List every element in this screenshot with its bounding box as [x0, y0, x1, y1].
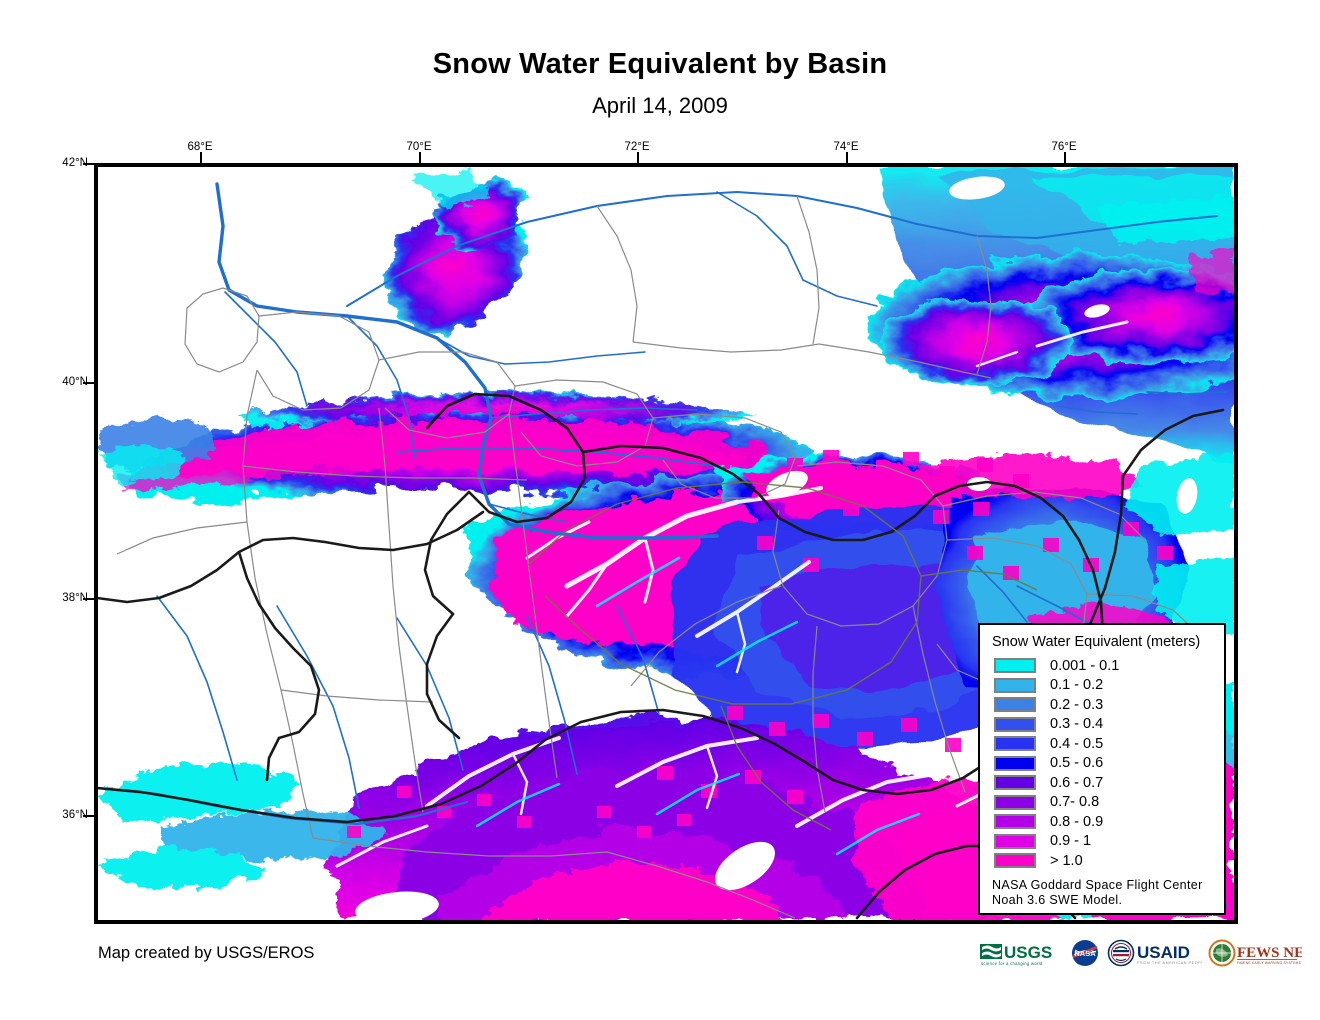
valley-network-cyan: [475, 556, 921, 856]
axis-label-lat-40: 40°N: [62, 376, 88, 388]
legend-item: 0.5 - 0.6: [990, 754, 1214, 774]
basin-boundaries-layer: [116, 195, 1210, 919]
svg-text:FAMINE EARLY WARNING SYSTEMS N: FAMINE EARLY WARNING SYSTEMS NETWORK: [1237, 961, 1302, 965]
map-legend: Snow Water Equivalent (meters) 0.001 - 0…: [978, 623, 1226, 915]
axis-tick-lat-36: [83, 815, 94, 817]
legend-swatch-0: [994, 658, 1036, 674]
fewsnet-logo: FEWS NET FAMINE EARLY WARNING SYSTEMS NE…: [1208, 938, 1302, 968]
axis-label-lat-36: 36°N: [62, 809, 88, 821]
lake-issyk-kul: [949, 176, 1005, 200]
svg-text:science for a changing world: science for a changing world: [981, 961, 1043, 966]
axis-tick-lon-76: [1064, 152, 1066, 163]
svg-text:USGS: USGS: [1004, 943, 1052, 962]
page-subtitle: April 14, 2009: [592, 93, 728, 118]
highlight-basin-outline: [526, 481, 1038, 831]
axis-label-lat-42: 42°N: [62, 157, 88, 169]
axis-tick-lon-70: [419, 152, 421, 163]
legend-swatch-9: [994, 833, 1036, 849]
legend-item: 0.001 - 0.1: [990, 656, 1214, 676]
legend-label-9: 0.9 - 1: [1050, 833, 1092, 850]
axis-tick-lon-68: [200, 152, 202, 163]
legend-swatch-4: [994, 736, 1036, 752]
map-credit: Map created by USGS/EROS: [98, 944, 315, 962]
usaid-logo: USAID FROM THE AMERICAN PEOPLE: [1106, 938, 1202, 968]
legend-swatch-7: [994, 794, 1036, 810]
legend-item: 0.1 - 0.2: [990, 676, 1214, 696]
page-title: Snow Water Equivalent by Basin: [432, 48, 888, 80]
legend-item: 0.6 - 0.7: [990, 773, 1214, 793]
lake-small-ne: [1084, 304, 1110, 318]
legend-swatch-5: [994, 755, 1036, 771]
agency-logo-bar: USGS science for a changing world NASA U…: [978, 936, 1302, 970]
legend-label-3: 0.3 - 0.4: [1050, 716, 1104, 733]
legend-swatch-10: [994, 853, 1036, 869]
legend-label-1: 0.1 - 0.2: [1050, 677, 1104, 694]
axis-label-lon-74: 74°E: [833, 141, 859, 153]
axis-tick-lon-74: [846, 152, 848, 163]
legend-item: 0.2 - 0.3: [990, 695, 1214, 715]
nasa-logo: NASA: [1070, 938, 1100, 968]
model-grid-pixels: [347, 450, 1173, 838]
legend-title: Snow Water Equivalent (meters): [992, 634, 1201, 650]
svg-text:FEWS NET: FEWS NET: [1237, 945, 1302, 961]
legend-item: > 1.0: [990, 851, 1214, 871]
legend-label-8: 0.8 - 0.9: [1050, 813, 1104, 830]
legend-swatch-8: [994, 814, 1036, 830]
legend-item: 0.4 - 0.5: [990, 734, 1214, 754]
legend-item: 0.3 - 0.4: [990, 715, 1214, 735]
svg-text:NASA: NASA: [1074, 949, 1096, 958]
legend-label-10: > 1.0: [1050, 852, 1083, 869]
legend-source-line1: NASA Goddard Space Flight Center: [992, 877, 1203, 892]
svg-text:USAID: USAID: [1137, 943, 1190, 962]
legend-label-7: 0.7- 0.8: [1050, 794, 1100, 811]
axis-label-lon-76: 76°E: [1051, 141, 1077, 153]
legend-label-6: 0.6 - 0.7: [1050, 774, 1104, 791]
legend-label-0: 0.001 - 0.1: [1050, 657, 1120, 674]
river-amu-darya: [215, 182, 719, 540]
svg-text:FROM THE AMERICAN PEOPLE: FROM THE AMERICAN PEOPLE: [1137, 961, 1202, 965]
legend-swatch-1: [994, 677, 1036, 693]
legend-label-2: 0.2 - 0.3: [1050, 696, 1104, 713]
legend-item: 0.7- 0.8: [990, 793, 1214, 813]
legend-item: 0.9 - 1: [990, 832, 1214, 852]
axis-label-lon-68: 68°E: [187, 141, 213, 153]
axis-tick-lat-40: [83, 382, 94, 384]
legend-swatch-2: [994, 697, 1036, 713]
axis-tick-lat-42: [83, 163, 94, 165]
axis-tick-lat-38: [83, 598, 94, 600]
axis-tick-lon-72: [637, 152, 639, 163]
legend-source: NASA Goddard Space Flight Center Noah 3.…: [992, 878, 1214, 908]
legend-label-5: 0.5 - 0.6: [1050, 755, 1104, 772]
legend-source-line2: Noah 3.6 SWE Model.: [992, 892, 1123, 907]
usgs-logo: USGS science for a changing world: [978, 938, 1064, 968]
axis-label-lat-38: 38°N: [62, 592, 88, 604]
legend-swatch-6: [994, 775, 1036, 791]
legend-swatch-3: [994, 716, 1036, 732]
legend-item: 0.8 - 0.9: [990, 812, 1214, 832]
axis-label-lon-70: 70°E: [406, 141, 432, 153]
axis-label-lon-72: 72°E: [624, 141, 650, 153]
legend-label-4: 0.4 - 0.5: [1050, 735, 1104, 752]
